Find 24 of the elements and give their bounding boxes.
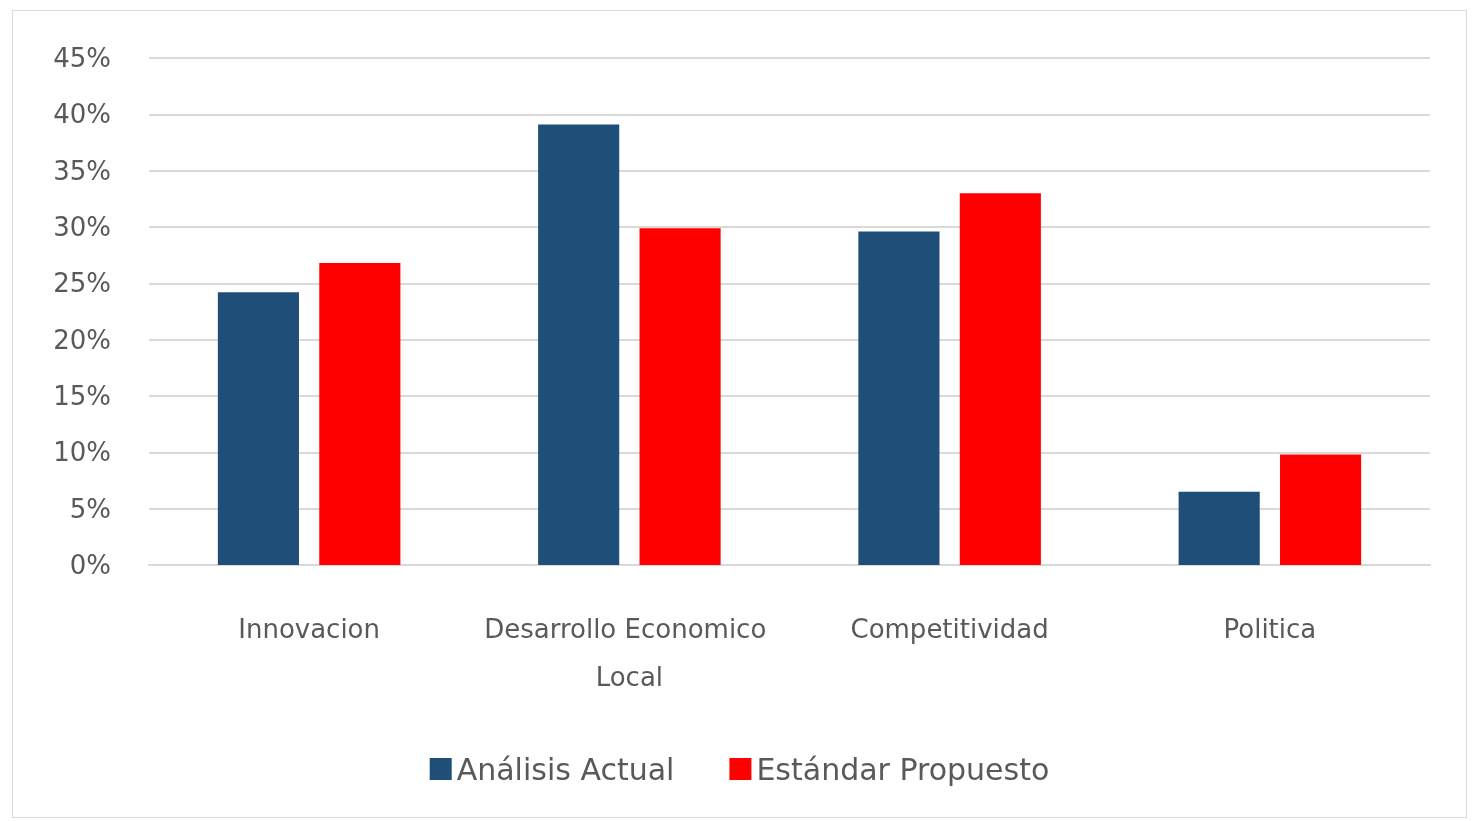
y-tick-label: 40%: [53, 99, 111, 130]
y-tick-label: 30%: [53, 212, 111, 242]
y-tick-label: 10%: [53, 437, 111, 468]
y-tick-label: 25%: [53, 268, 111, 299]
bar: [959, 193, 1041, 565]
bar: [1178, 491, 1260, 565]
x-tick-label: Politica: [1223, 614, 1317, 644]
bar: [858, 231, 940, 565]
x-tick-label: Desarrollo Economico Local: [484, 614, 775, 692]
y-tick-label: 0%: [69, 550, 111, 580]
legend-label: Análisis Actual: [456, 751, 675, 787]
y-tick-label: 35%: [53, 155, 111, 186]
bar: [217, 292, 299, 565]
y-tick-label: 20%: [53, 324, 111, 355]
y-tick-label: 5%: [69, 493, 111, 524]
bar: [319, 263, 401, 565]
bar: [1280, 454, 1362, 565]
legend-label: Estándar Propuesto: [756, 751, 1050, 787]
bar: [538, 124, 620, 565]
bar: [639, 228, 721, 565]
y-tick-label: 45%: [53, 43, 111, 73]
x-tick-label: Competitividad: [850, 614, 1049, 644]
x-tick-label: Innovacion: [238, 614, 381, 644]
y-tick-label: 15%: [53, 381, 111, 411]
